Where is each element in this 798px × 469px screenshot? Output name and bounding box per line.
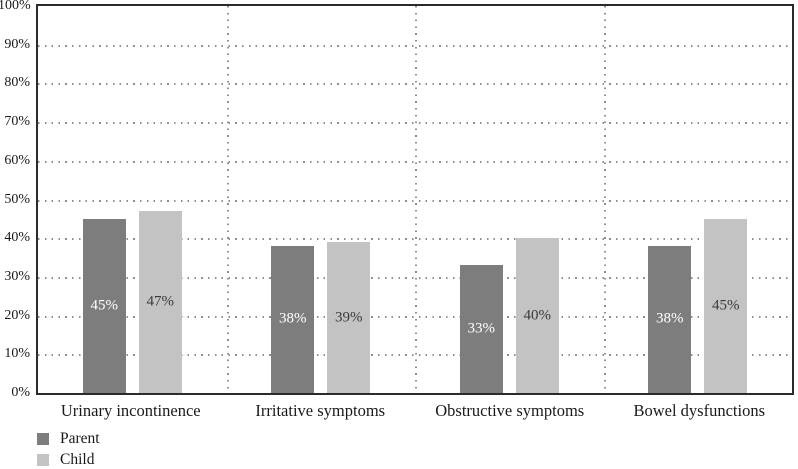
bar-value-label: 47% <box>146 293 175 310</box>
x-axis-category-labels: Urinary incontinence Irritative symptoms O… <box>36 400 794 424</box>
bar-value-label: 33% <box>467 320 496 337</box>
bar-group-3: 33% 40% <box>415 6 604 393</box>
bar-group-2: 38% 39% <box>227 6 416 393</box>
bar-child-3: 40% <box>515 238 559 393</box>
bar-value-label: 45% <box>90 297 119 314</box>
legend-item-parent: Parent <box>37 431 100 447</box>
category-label-4: Bowel dysfunctions <box>633 401 766 420</box>
bar-child-4: 45% <box>704 218 748 393</box>
legend-swatch-parent <box>37 433 49 445</box>
y-tick-label-0%: 0% <box>11 385 30 400</box>
y-tick-label-60%: 60% <box>4 152 30 168</box>
y-axis-tick-labels: 0% 10% 20% 30% 40% 50% 60% 70% 80% 90% 100% <box>0 0 32 400</box>
y-tick-label-70%: 70% <box>4 114 30 130</box>
legend-swatch-child <box>37 454 49 466</box>
category-label-1: Urinary incontinence <box>60 401 201 420</box>
bar-value-label: 40% <box>523 307 552 324</box>
bar-group-1: 45% 47% <box>38 6 227 393</box>
bar-value-label: 45% <box>712 297 740 314</box>
bar-value-label: 39% <box>335 309 363 326</box>
legend: Parent Child <box>37 431 100 468</box>
y-tick-label-30%: 30% <box>4 268 30 284</box>
y-tick-label-10%: 10% <box>4 346 30 362</box>
bar-parent-3: 33% <box>459 265 503 393</box>
category-label-3: Obstructive symptoms <box>435 401 585 420</box>
legend-label-child: Child <box>60 451 95 468</box>
plot-area: 45% 47% 38% 39% 33% 40% 38% 45% <box>36 4 794 395</box>
legend-label-parent: Parent <box>60 430 100 447</box>
gridline-vertical-2 <box>415 6 417 393</box>
y-tick-label-40%: 40% <box>4 230 30 246</box>
y-tick-label-50%: 50% <box>4 191 30 207</box>
bar-value-label: 38% <box>279 310 307 327</box>
bar-child-2: 39% <box>327 242 371 393</box>
bar-child-1: 47% <box>138 211 182 393</box>
bar-group-4: 38% 45% <box>604 6 793 393</box>
category-label-2: Irritative symptoms <box>255 401 386 420</box>
bar-parent-1: 45% <box>82 218 126 393</box>
bar-parent-2: 38% <box>271 245 315 393</box>
gridline-vertical-1 <box>226 6 229 393</box>
gridline-vertical-3 <box>603 6 606 393</box>
legend-item-child: Child <box>37 452 100 468</box>
y-tick-label-90%: 90% <box>4 36 30 52</box>
bar-value-label: 38% <box>656 310 684 327</box>
y-tick-label-80%: 80% <box>4 75 30 91</box>
y-tick-label-100%: 100% <box>0 0 31 13</box>
y-tick-label-20%: 20% <box>4 307 30 323</box>
bar-parent-4: 38% <box>648 245 692 393</box>
